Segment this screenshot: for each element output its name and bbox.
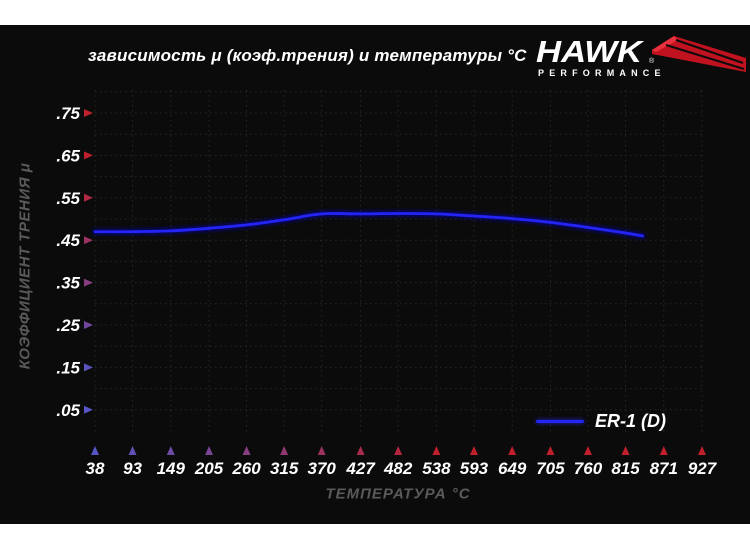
y-tick-label: .55: [56, 189, 80, 208]
x-tick-arrow-icon: [317, 446, 326, 455]
x-tick-label: 315: [270, 459, 299, 478]
x-tick-arrow-icon: [166, 446, 175, 455]
x-tick-label: 538: [422, 459, 451, 478]
y-tick-label: .15: [56, 358, 80, 377]
x-tick-arrow-icon: [205, 446, 214, 455]
chart-title: зависимость μ (коэф.трения) и температур…: [88, 46, 527, 65]
x-tick-arrow-icon: [356, 446, 365, 455]
y-tick-arrow-icon: [84, 278, 93, 287]
x-tick-label: 593: [460, 459, 489, 478]
logo-wing-icon: [652, 36, 746, 72]
x-tick-arrow-icon: [508, 446, 517, 455]
y-tick-label: .05: [56, 401, 80, 420]
x-tick-arrow-icon: [546, 446, 555, 455]
x-tick-arrow-icon: [128, 446, 137, 455]
grid-layer: [94, 90, 703, 432]
x-tick-label: 760: [574, 459, 603, 478]
tick-labels-layer: .05 .15 .25 .35 .45 .55 .65 .75 38 93 149 205 260 315…: [56, 104, 717, 478]
y-tick-arrow-icon: [84, 236, 93, 245]
registered-mark-icon: ®: [649, 58, 655, 65]
legend: ER-1 (D): [536, 410, 666, 432]
y-tick-label: .25: [56, 316, 80, 335]
x-tick-arrow-icon: [394, 446, 403, 455]
x-tick-label: 705: [536, 459, 565, 478]
x-tick-label: 871: [650, 459, 678, 478]
x-tick-arrow-icon: [698, 446, 706, 455]
y-tick-arrow-icon: [84, 193, 93, 202]
x-tick-arrow-icon: [242, 446, 251, 455]
y-tick-arrow-icon: [84, 405, 93, 414]
x-tick-label: 93: [123, 459, 142, 478]
x-tick-arrow-icon: [280, 446, 289, 455]
x-tick-arrow-icon: [621, 446, 630, 455]
x-tick-label: 649: [498, 459, 527, 478]
x-tick-label: 370: [307, 459, 336, 478]
y-axis-title: КОЭФФИЦИЕНТ ТРЕНИЯ μ: [16, 162, 34, 370]
x-tick-arrow-icon: [659, 446, 668, 455]
legend-series-label: ER-1 (D): [595, 410, 666, 431]
x-tick-label: 260: [231, 459, 261, 478]
y-tick-arrow-icon: [84, 321, 93, 329]
y-tick-label: .75: [56, 104, 80, 123]
chart-panel: [0, 25, 750, 524]
x-tick-label: 38: [86, 459, 105, 478]
series-curve: [92, 210, 646, 239]
logo-subtitle: PERFORMANCE: [538, 68, 666, 78]
x-tick-label: 427: [345, 459, 376, 478]
logo-wordmark: HAWK: [536, 34, 643, 69]
y-tick-arrow-icon: [84, 151, 93, 160]
y-tick-label: .65: [56, 146, 80, 165]
tick-arrows-layer: [84, 109, 706, 455]
x-tick-arrow-icon: [469, 446, 478, 455]
y-tick-label: .45: [56, 231, 80, 250]
y-tick-arrow-icon: [84, 363, 93, 372]
x-tick-label: 482: [383, 459, 413, 478]
x-tick-arrow-icon: [432, 446, 441, 455]
x-tick-arrow-icon: [583, 446, 592, 455]
x-tick-label: 927: [688, 459, 718, 478]
x-tick-label: 149: [157, 459, 186, 478]
x-tick-arrow-icon: [91, 446, 99, 455]
legend-line-swatch: [536, 419, 584, 423]
y-tick-label: .35: [56, 274, 80, 293]
axes-layer: [95, 85, 702, 435]
x-tick-label: 205: [194, 459, 224, 478]
y-tick-arrow-icon: [84, 109, 93, 117]
x-axis-title: ТЕМПЕРАТУРА °C: [325, 485, 471, 503]
x-tick-label: 815: [611, 459, 640, 478]
